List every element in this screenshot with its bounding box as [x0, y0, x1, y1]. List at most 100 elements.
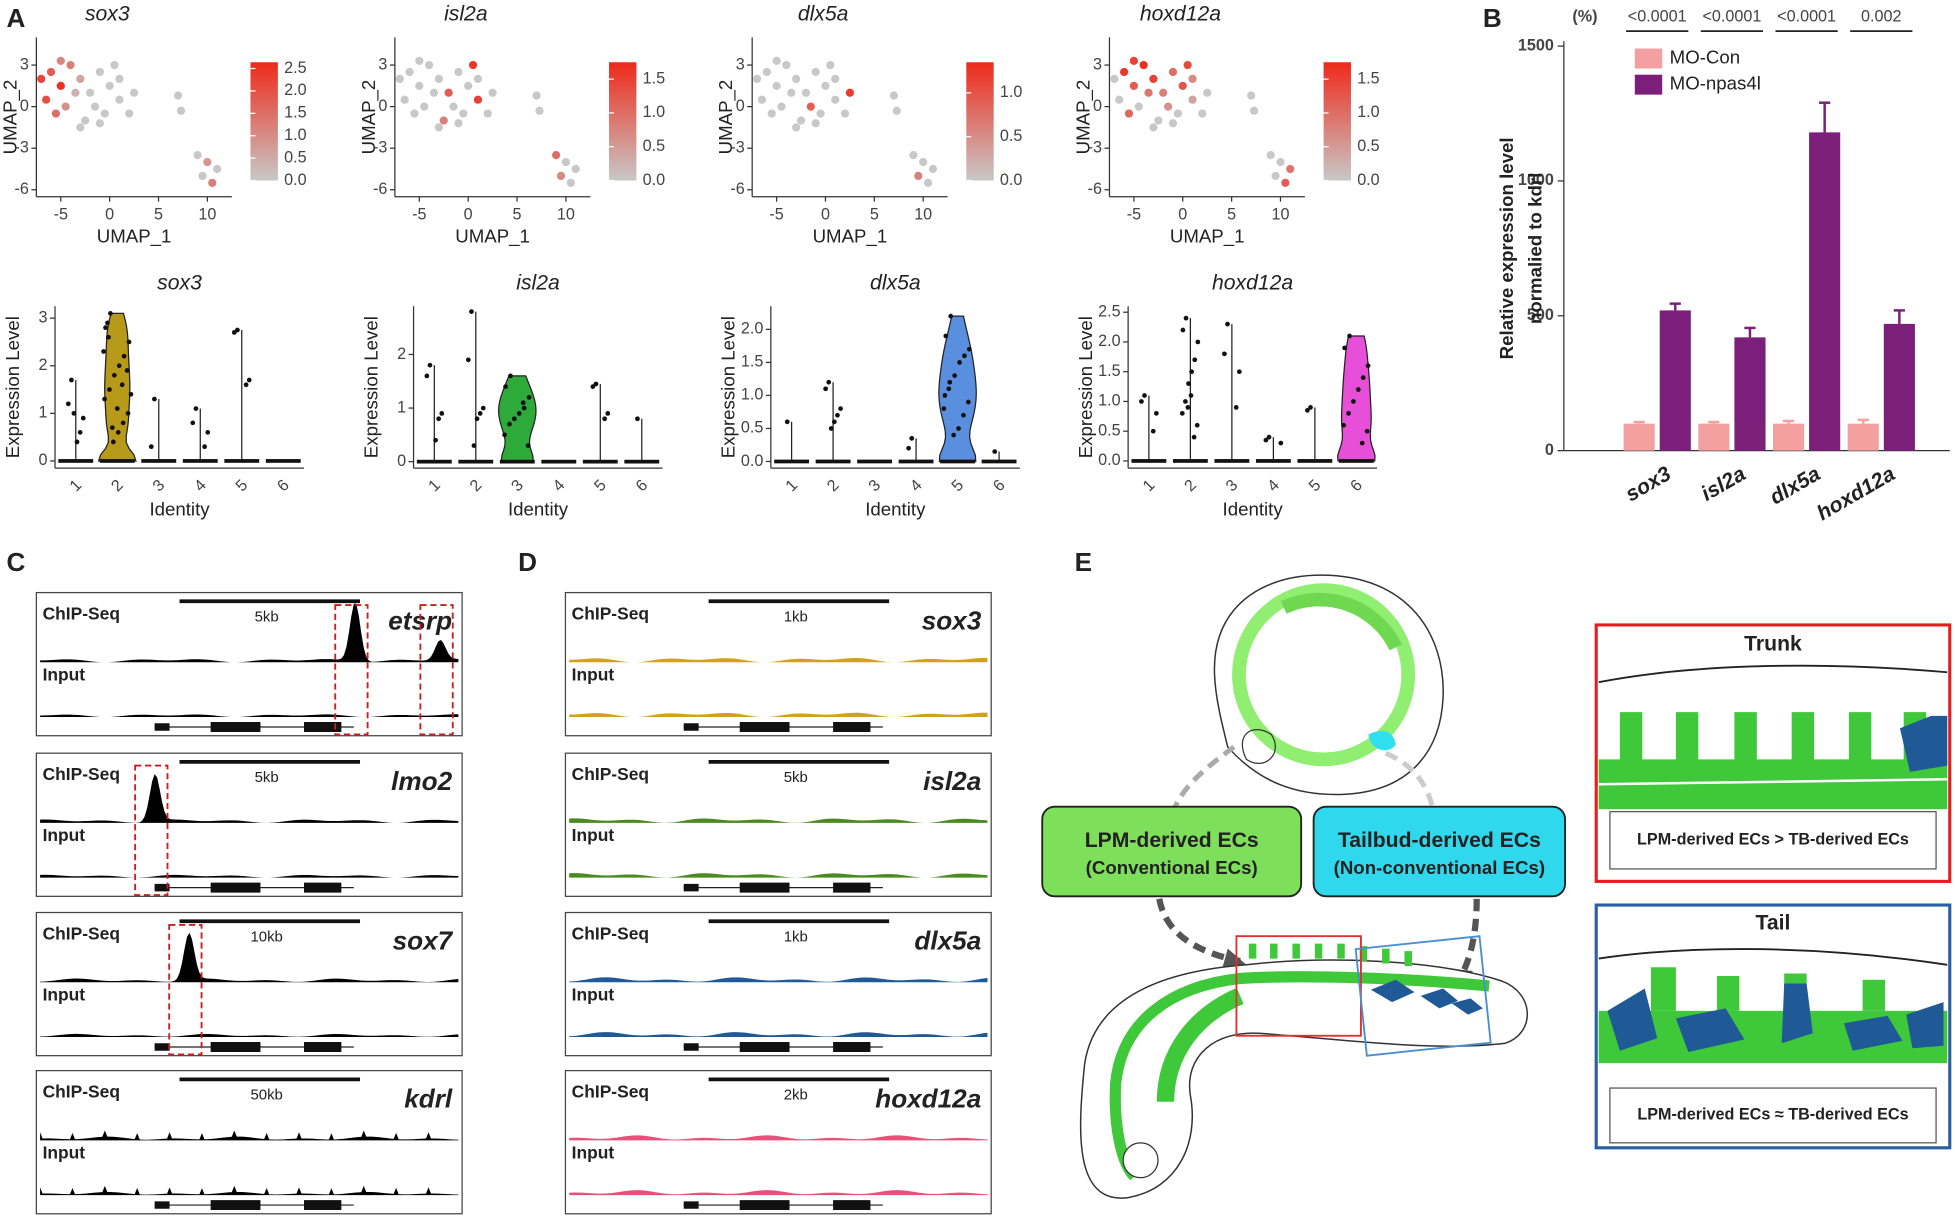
zero-cluster: [774, 459, 810, 464]
cell-point: [61, 102, 70, 111]
y-tick-label: 1.5: [1098, 362, 1120, 380]
cell-point: [231, 330, 237, 335]
zero-cluster: [1338, 459, 1374, 463]
cell-point: [826, 60, 835, 70]
y-axis-label: UMAP_2: [0, 80, 21, 155]
arrow: [1384, 750, 1436, 810]
x-tick-label: 0: [821, 206, 830, 224]
vessel-ring: [1232, 583, 1416, 767]
x-tick-label: 5: [948, 476, 967, 495]
track-box: [564, 591, 992, 737]
cell-point: [100, 109, 109, 118]
y-tick-label: 0: [397, 452, 406, 470]
cell-point: [792, 74, 801, 84]
cell-point: [1115, 95, 1124, 104]
cell-point: [752, 74, 762, 84]
cell-point: [1222, 351, 1227, 357]
cell-point: [992, 449, 998, 454]
zero-cluster: [182, 459, 218, 463]
cell-point: [193, 151, 202, 160]
exon: [683, 882, 871, 893]
cell-point: [1347, 333, 1352, 339]
cell-point: [465, 357, 471, 363]
track-box: [35, 911, 463, 1057]
cell-point: [801, 88, 811, 97]
cell-point: [124, 368, 130, 373]
cell-point: [532, 91, 541, 100]
cell-point: [946, 386, 952, 392]
scale-label: 5kb: [784, 769, 808, 786]
cell-point: [429, 88, 439, 97]
vessel: [1109, 971, 1490, 1181]
cell-point: [424, 373, 430, 379]
inset-title: Tail: [1756, 911, 1791, 934]
cell-point: [835, 412, 840, 418]
x-tick-label: 4: [549, 476, 568, 495]
cell-point: [1263, 437, 1269, 443]
x-axis-label: UMAP_1: [1170, 226, 1245, 248]
y-tick-label: 0: [1545, 441, 1554, 459]
colorbar-label: 1.5: [643, 69, 665, 87]
gene-label: hoxd12a: [875, 1083, 981, 1113]
cell-point: [459, 109, 468, 118]
vessel-ring: [1280, 592, 1402, 651]
cell-point: [1183, 315, 1189, 321]
x-tick-label: isl2a: [1697, 462, 1749, 506]
cell-point: [525, 443, 531, 448]
cell-point: [777, 102, 786, 111]
cell-point: [424, 60, 434, 70]
cell-point: [1186, 381, 1191, 386]
x-tick-label: 10: [557, 206, 575, 224]
y-tick-label: 0.5: [741, 419, 763, 437]
cell-point: [473, 95, 483, 104]
tail-box: [1354, 935, 1492, 1057]
x-tick-label: dlx5a: [1766, 462, 1825, 509]
colorbar: [250, 62, 278, 181]
cell-point: [1351, 399, 1356, 404]
cell-point: [1180, 327, 1186, 333]
y-tick-label: 1: [397, 398, 406, 416]
chip-label: ChIP-Seq: [572, 924, 649, 944]
cell-point: [488, 88, 497, 97]
colorbar-label: 1.0: [284, 126, 306, 144]
bar: [1847, 423, 1879, 451]
cell-point: [892, 106, 901, 115]
cell-point: [1198, 109, 1207, 118]
cell-point: [111, 372, 117, 378]
input-signal: [40, 714, 459, 718]
zero-cluster: [1255, 459, 1291, 463]
cell-point: [427, 362, 433, 368]
cell-point: [454, 67, 463, 77]
cell-point: [477, 411, 483, 416]
colorbar-label: 1.0: [1000, 83, 1022, 101]
cell-point: [71, 410, 77, 416]
y-tick-label: -6: [1088, 180, 1102, 198]
cell-point: [535, 106, 544, 115]
y-axis-label: Expression Level: [1075, 316, 1096, 458]
plot-title: hoxd12a: [1140, 3, 1221, 26]
chip-signal: [569, 657, 988, 663]
legend-label: MO-Con: [1670, 46, 1741, 67]
cell-point: [1185, 405, 1191, 410]
cell-point: [1247, 91, 1256, 100]
input-label: Input: [572, 985, 615, 1005]
gene-label: sox7: [393, 925, 454, 955]
x-axis-label: Identity: [1223, 498, 1284, 519]
cell-point: [95, 67, 104, 77]
arrow: [1171, 744, 1236, 811]
x-tick-label: 1: [782, 476, 801, 495]
cell-point: [571, 164, 580, 174]
cell-point: [1266, 434, 1272, 440]
cell-point: [556, 171, 566, 181]
input-label: Input: [572, 665, 615, 685]
y-tick-label: -6: [14, 180, 28, 198]
inset-title: Trunk: [1744, 632, 1802, 655]
exon: [154, 1041, 342, 1052]
panel-label: C: [6, 547, 25, 577]
tb-vessels: [1899, 715, 1948, 772]
y-tick-label: -6: [730, 180, 744, 198]
outline: [1598, 664, 1948, 684]
cell-point: [1142, 393, 1147, 398]
p-value: <0.0001: [1628, 8, 1687, 26]
cell-point: [1194, 422, 1200, 428]
